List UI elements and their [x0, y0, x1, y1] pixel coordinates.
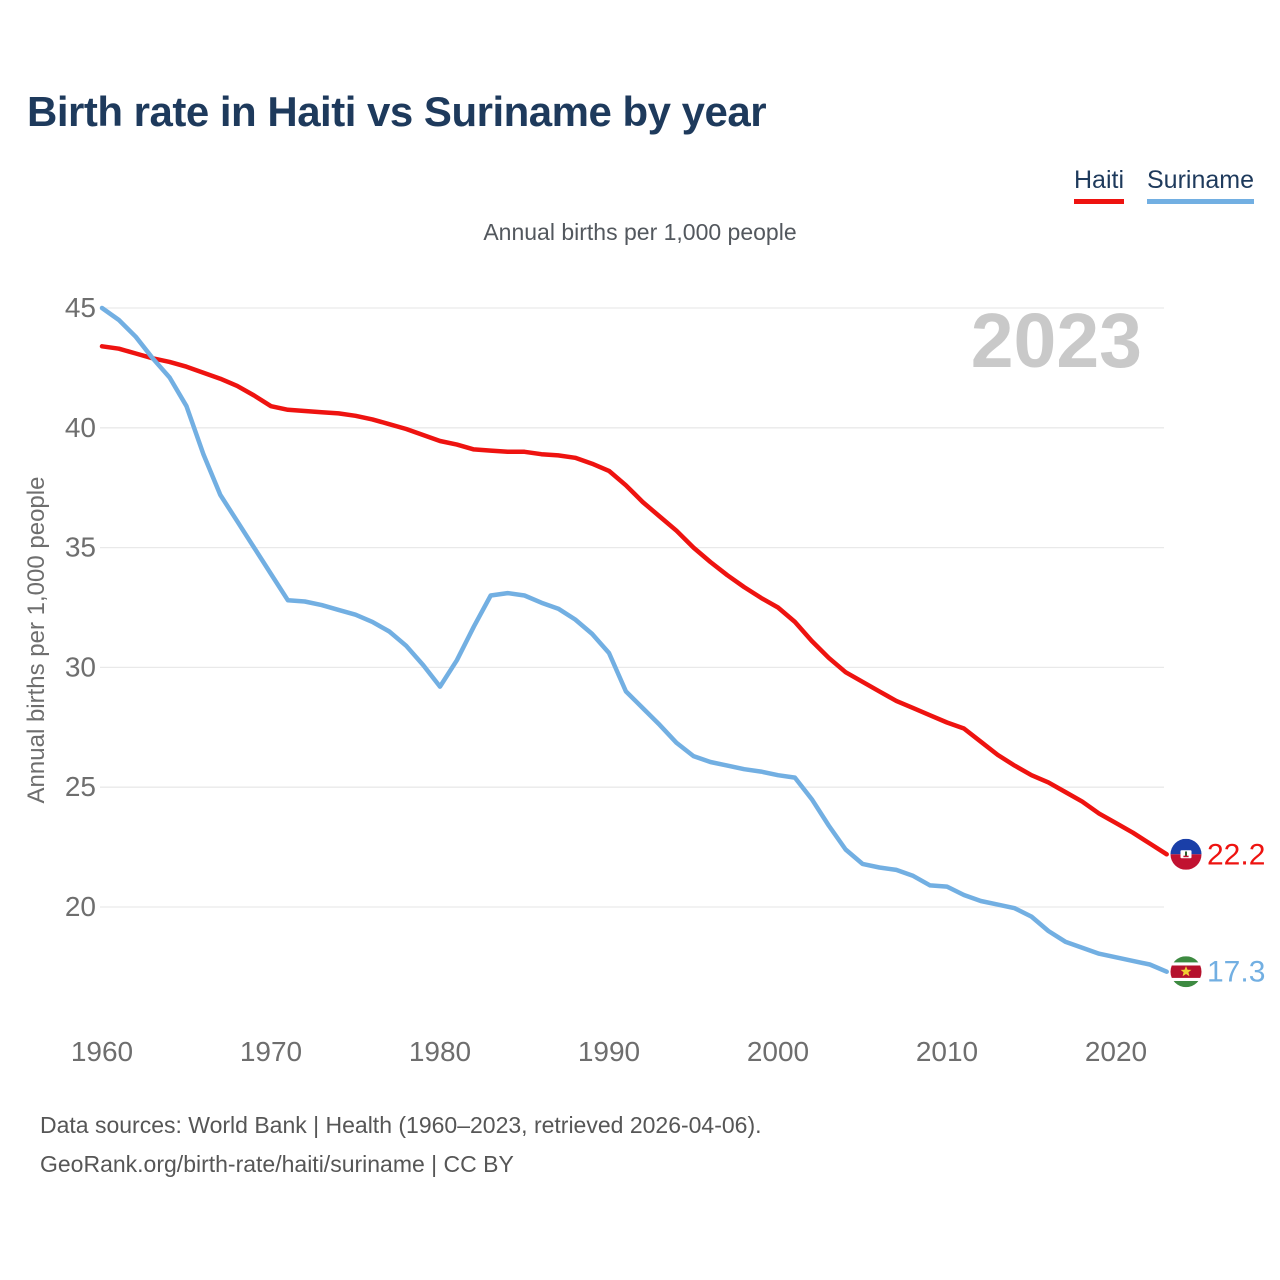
suriname-flag-icon [1170, 956, 1202, 988]
legend: Haiti Suriname [1073, 166, 1254, 204]
chart-subtitle: Annual births per 1,000 people [483, 219, 797, 245]
end-value-haiti: 22.2 [1207, 838, 1265, 871]
x-tick-label-1960: 1960 [71, 1036, 133, 1067]
series-line-haiti [99, 344, 1169, 857]
footer-sources: Data sources: World Bank | Health (1960–… [40, 1112, 762, 1138]
line-chart: 2023 Annual births per 1,000 people 45 40… [23, 292, 1265, 1067]
y-tick-label-25: 25 [65, 771, 96, 802]
x-tick-label-2000: 2000 [747, 1036, 809, 1067]
x-tick-label-1990: 1990 [578, 1036, 640, 1067]
legend-item-suriname[interactable]: Suriname [1147, 166, 1254, 204]
x-tick-label-2010: 2010 [916, 1036, 978, 1067]
y-axis-title: Annual births per 1,000 people [23, 477, 50, 804]
y-tick-label-30: 30 [65, 651, 96, 682]
page-title: Birth rate in Haiti vs Suriname by year [27, 88, 767, 135]
end-label-haiti: 22.2 [1170, 838, 1265, 871]
y-tick-label-40: 40 [65, 412, 96, 443]
x-tick-label-1970: 1970 [240, 1036, 302, 1067]
x-tick-label-1980: 1980 [409, 1036, 471, 1067]
end-value-suriname: 17.3 [1207, 956, 1265, 989]
footer: Data sources: World Bank | Health (1960–… [40, 1106, 762, 1184]
watermark-year: 2023 [971, 298, 1142, 384]
haiti-flag-icon [1170, 838, 1202, 870]
y-tick-label-20: 20 [65, 891, 96, 922]
series-line-suriname [99, 305, 1169, 974]
legend-item-haiti[interactable]: Haiti [1073, 166, 1124, 204]
end-label-suriname: 17.3 [1170, 956, 1265, 989]
x-tick-label-2020: 2020 [1085, 1036, 1147, 1067]
y-tick-label-35: 35 [65, 532, 96, 563]
footer-link[interactable]: GeoRank.org/birth-rate/haiti/suriname | … [40, 1151, 514, 1177]
y-tick-label-45: 45 [65, 292, 96, 323]
